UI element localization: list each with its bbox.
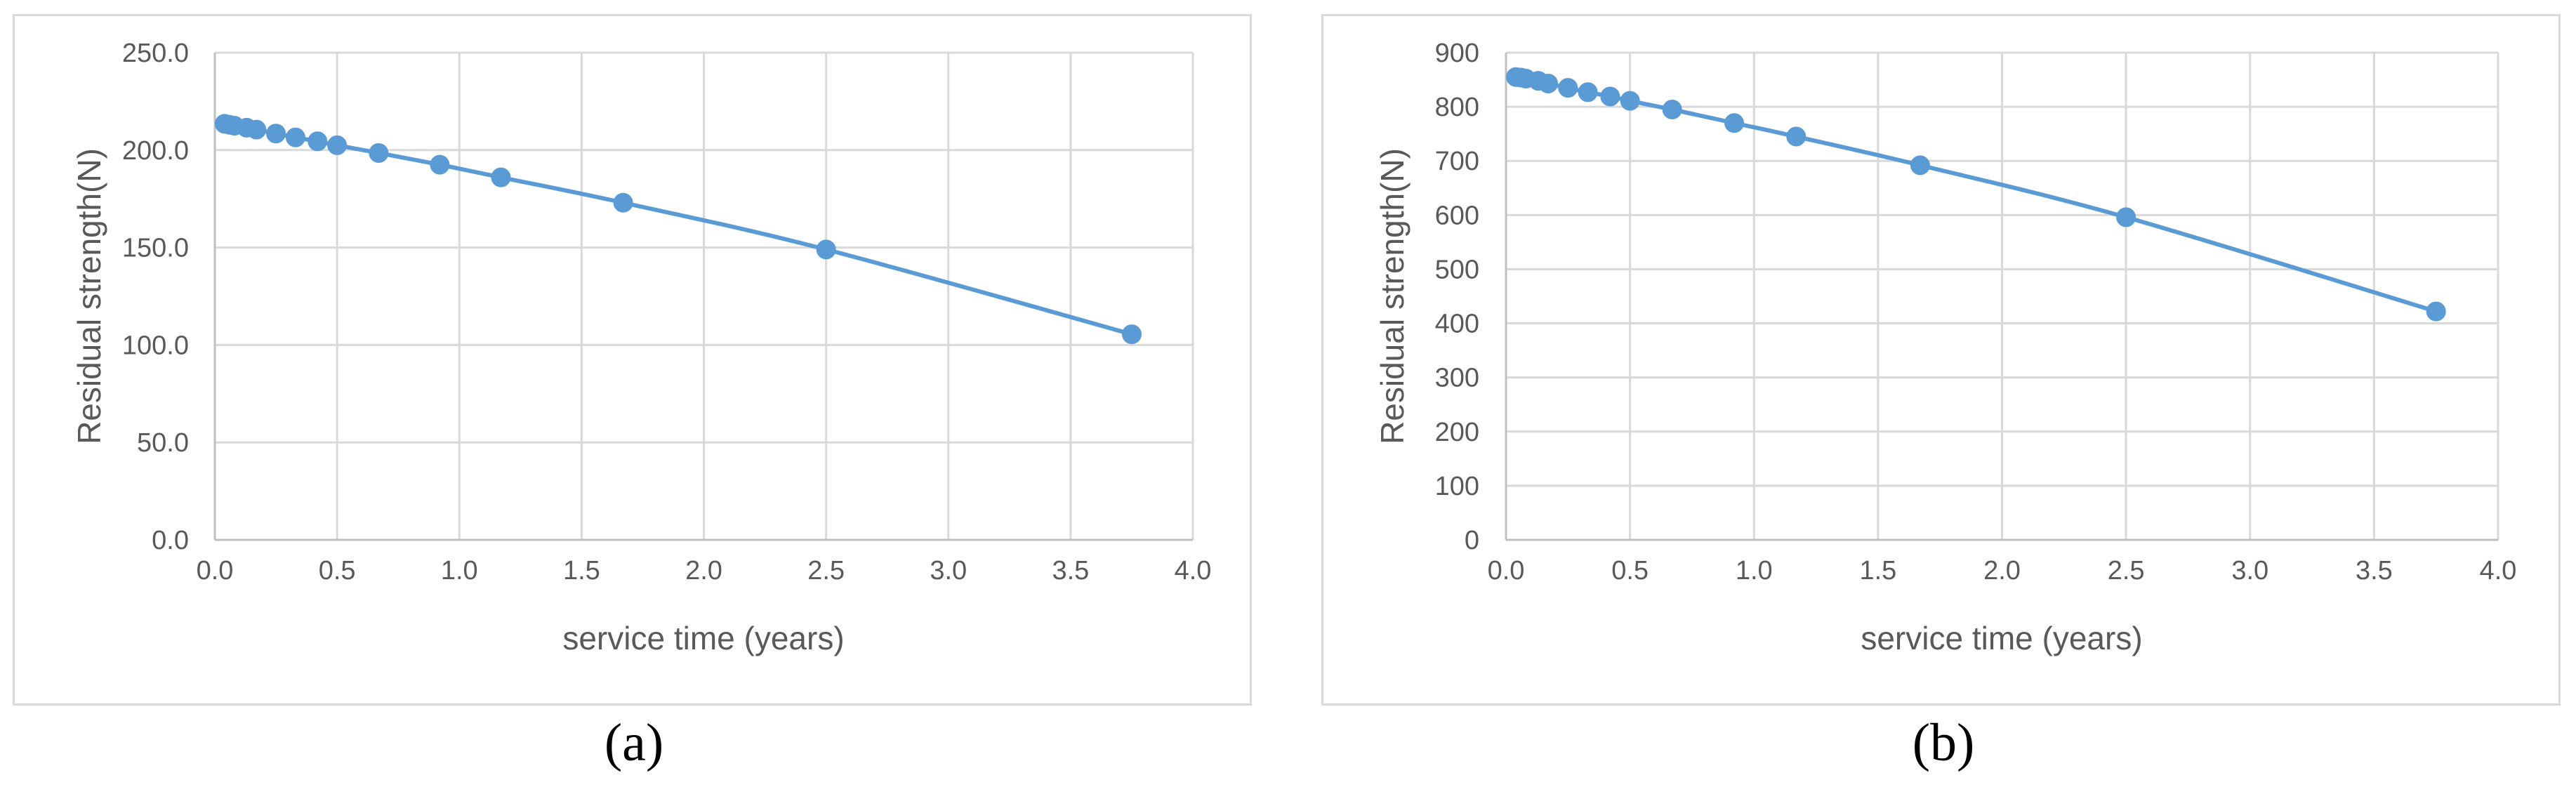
y-tick-label: 300	[1435, 364, 1479, 393]
data-point	[1558, 78, 1578, 98]
y-tick-label: 800	[1435, 93, 1479, 122]
x-tick-label: 2.5	[2108, 556, 2145, 585]
chart-panel-a: 0.0 50.0 100.0 150.0 200.0 250.0 0.0 0.5 1.0 1.5 2…	[13, 14, 1252, 706]
y-axis-title: Residual strength(N)	[1374, 148, 1411, 444]
x-tick-label: 1.0	[1736, 556, 1773, 585]
panel-label-b: (b)	[1912, 713, 1975, 772]
data-point	[327, 135, 348, 155]
y-tick-label: 200.0	[122, 136, 189, 166]
data-point	[1578, 82, 1598, 102]
x-tick-label: 2.0	[1983, 556, 2021, 585]
data-point	[1538, 73, 1559, 93]
series-line	[1514, 74, 2438, 314]
data-point	[285, 127, 305, 147]
data-point	[1910, 155, 1930, 176]
x-tick-label: 3.5	[1052, 556, 1089, 585]
x-tick-label: 0.5	[1611, 556, 1649, 585]
data-point	[2116, 207, 2136, 227]
data-point	[1724, 113, 1744, 133]
y-tick-label: 250.0	[122, 39, 189, 68]
x-tick-label: 4.0	[1175, 556, 1212, 585]
panel-label-a: (a)	[604, 713, 664, 772]
data-point	[246, 119, 267, 140]
x-axis-title: service time (years)	[1861, 620, 2142, 656]
chart-b-svg: 0 100 200 300 400 500 600 700 800 900 0.0 0.5 1.0 1.5…	[1374, 39, 2517, 656]
y-tick-label: 900	[1435, 39, 1479, 68]
x-tick-label: 1.0	[441, 556, 478, 585]
y-tick-label: 0.0	[152, 526, 189, 555]
y-tick-label: 50.0	[137, 428, 189, 458]
x-tick-label: 1.5	[563, 556, 600, 585]
data-point	[613, 192, 633, 213]
data-point	[1786, 126, 1806, 147]
series-line	[222, 121, 1134, 337]
y-tick-label: 600	[1435, 201, 1479, 230]
x-tick-label: 2.0	[685, 556, 722, 585]
data-point	[491, 167, 511, 187]
data-point	[1121, 324, 1142, 345]
y-tick-label: 200	[1435, 418, 1479, 447]
y-tick-label: 500	[1435, 255, 1479, 284]
data-point	[2426, 301, 2446, 322]
data-point	[308, 131, 328, 152]
chart-panel-b: 0 100 200 300 400 500 600 700 800 900 0.0 0.5 1.0 1.5…	[1321, 14, 2561, 706]
data-point	[816, 239, 836, 260]
x-axis-title: service time (years)	[562, 620, 844, 656]
y-axis-title: Residual strength(N)	[71, 148, 107, 444]
x-tick-label: 3.5	[2356, 556, 2393, 585]
x-tick-label: 2.5	[807, 556, 845, 585]
x-tick-label: 0.5	[319, 556, 356, 585]
y-tick-label: 100.0	[122, 331, 189, 360]
x-tick-label: 0.0	[1488, 556, 1525, 585]
y-tick-label: 0	[1465, 526, 1479, 555]
y-tick-label: 700	[1435, 147, 1479, 176]
x-tick-label: 3.0	[2231, 556, 2268, 585]
chart-a-svg: 0.0 50.0 100.0 150.0 200.0 250.0 0.0 0.5 1.0 1.5 2…	[71, 39, 1212, 656]
y-tick-label: 150.0	[122, 234, 189, 263]
y-tick-label: 400	[1435, 310, 1479, 339]
x-tick-label: 0.0	[197, 556, 234, 585]
data-point	[430, 154, 450, 175]
data-point	[1620, 91, 1640, 111]
data-point	[1662, 99, 1682, 119]
x-tick-label: 4.0	[2480, 556, 2517, 585]
y-tick-label: 100	[1435, 472, 1479, 501]
x-tick-label: 3.0	[930, 556, 967, 585]
x-tick-label: 1.5	[1859, 556, 1896, 585]
data-point	[1600, 86, 1620, 107]
data-point	[369, 143, 389, 163]
data-point	[266, 124, 286, 144]
